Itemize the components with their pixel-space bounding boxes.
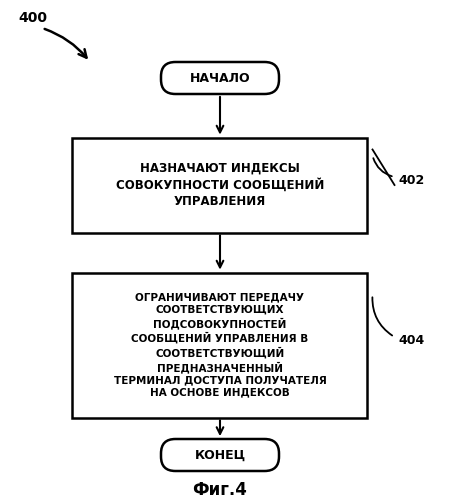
Text: 400: 400: [18, 11, 47, 25]
Text: 404: 404: [399, 334, 425, 346]
Text: КОНЕЦ: КОНЕЦ: [194, 448, 246, 462]
Bar: [73, 272, 367, 418]
Text: ОГРАНИЧИВАЮТ ПЕРЕДАЧУ
СООТВЕТСТВУЮЩИХ
ПОДСОВОКУПНОСТЕЙ
СООБЩЕНИЙ УПРАВЛЕНИЯ В
СО: ОГРАНИЧИВАЮТ ПЕРЕДАЧУ СООТВЕТСТВУЮЩИХ ПО…: [114, 292, 327, 398]
Bar: [73, 138, 367, 232]
FancyBboxPatch shape: [161, 439, 279, 471]
Text: Фиг.4: Фиг.4: [192, 481, 247, 499]
Text: НАЧАЛО: НАЧАЛО: [190, 72, 250, 85]
Text: НАЗНАЧАЮТ ИНДЕКСЫ
СОВОКУПНОСТИ СООБЩЕНИЙ
УПРАВЛЕНИЯ: НАЗНАЧАЮТ ИНДЕКСЫ СОВОКУПНОСТИ СООБЩЕНИЙ…: [116, 162, 324, 208]
FancyBboxPatch shape: [161, 62, 279, 94]
Text: 402: 402: [399, 174, 425, 186]
